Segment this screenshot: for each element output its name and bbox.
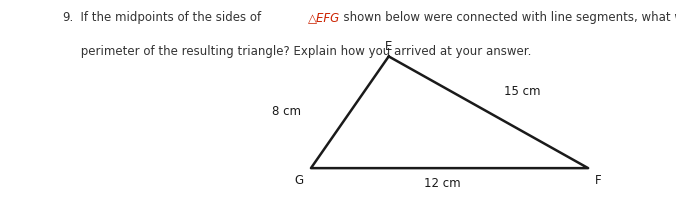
Text: G: G — [294, 173, 304, 186]
Text: perimeter of the resulting triangle? Explain how you arrived at your answer.: perimeter of the resulting triangle? Exp… — [62, 45, 531, 58]
Text: F: F — [595, 173, 602, 186]
Text: If the midpoints of the sides of: If the midpoints of the sides of — [73, 11, 265, 24]
Text: E: E — [385, 39, 392, 52]
Text: 15 cm: 15 cm — [504, 84, 540, 97]
Text: △EFG: △EFG — [308, 11, 340, 24]
Text: shown below were connected with line segments, what would be the: shown below were connected with line seg… — [336, 11, 676, 24]
Text: 8 cm: 8 cm — [272, 105, 301, 118]
Text: 9.: 9. — [62, 11, 74, 24]
Text: 12 cm: 12 cm — [425, 176, 461, 189]
